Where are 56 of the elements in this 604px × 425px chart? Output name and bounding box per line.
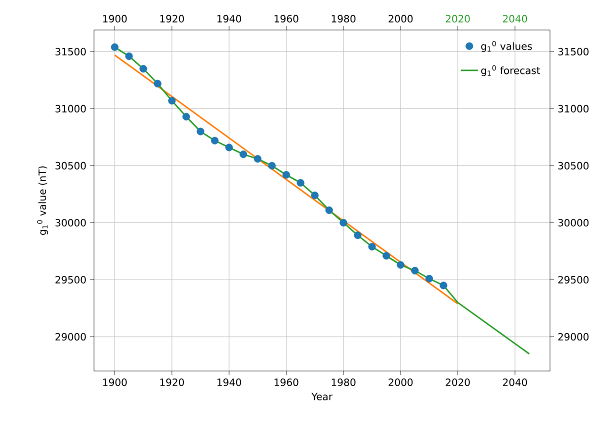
point [140, 64, 148, 73]
point [196, 128, 204, 136]
point [182, 112, 190, 120]
point [125, 52, 133, 60]
y-tick-label: 31000 [56, 104, 86, 112]
point [254, 155, 262, 163]
point [211, 136, 219, 144]
x-tick-label: 1920 [160, 378, 184, 386]
point [168, 96, 176, 104]
y-tick-label: 30500 [56, 162, 86, 170]
x2-tick-label: 1980 [332, 14, 356, 22]
x-tick-label: 1900 [103, 378, 127, 386]
point [368, 242, 376, 250]
y2-tick-label: 30500 [558, 162, 589, 170]
point [354, 231, 362, 240]
x2-tick-label: 2020 [446, 14, 470, 22]
x-tick-label: 1980 [332, 378, 356, 386]
x-tick-label: 1960 [274, 378, 298, 386]
point [296, 179, 304, 187]
point [325, 206, 333, 214]
legend-label: g$_{1}$$^{0}$ forecast [481, 65, 540, 76]
y-axis-title: g$_{1}$$^{0}$ value (nT) [37, 166, 48, 235]
x-axis-title: Year [311, 392, 333, 400]
point [440, 282, 448, 290]
legend-label: g$_{1}$$^{0}$ values [481, 41, 532, 52]
x-tick-label: 1940 [218, 378, 242, 386]
point [268, 162, 276, 170]
y-tick-label: 30000 [56, 218, 86, 227]
x-tick-label: 2000 [388, 378, 413, 386]
x-tick-label: 2020 [446, 378, 470, 386]
y-tick-label: 29000 [56, 333, 86, 341]
point [110, 43, 119, 51]
x2-tick-label: 1940 [218, 14, 242, 22]
x2-tick-label: 1900 [103, 14, 127, 22]
y2-tick-label: 31500 [558, 48, 589, 56]
point [382, 252, 390, 260]
y-tick-label: 29500 [56, 276, 86, 284]
point [425, 274, 433, 282]
x2-tick-label: 2000 [388, 14, 413, 22]
y2-tick-label: 29500 [558, 276, 589, 284]
x2-tick-label: 1960 [274, 14, 298, 22]
y2-tick-label: 31000 [558, 104, 589, 112]
point [225, 144, 233, 152]
y2-tick-label: 29000 [558, 333, 589, 341]
point [240, 150, 248, 158]
point [154, 80, 162, 88]
point [411, 266, 419, 274]
y2-tick-label: 30000 [558, 218, 589, 227]
x-tick-label: 2040 [503, 378, 527, 386]
x2-tick-label: 2040 [503, 14, 527, 22]
point [396, 261, 404, 269]
point [282, 171, 290, 179]
point [311, 192, 319, 200]
x2-tick-label: 1920 [160, 14, 184, 22]
point [340, 218, 348, 227]
y-tick-label: 31500 [56, 48, 86, 56]
